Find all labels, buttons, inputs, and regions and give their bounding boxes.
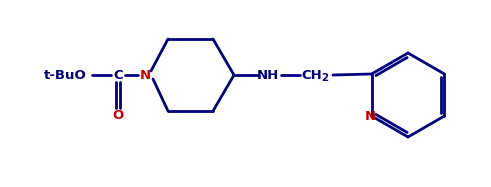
Text: C: C [113,68,123,82]
Text: NH: NH [257,68,279,82]
Text: N: N [139,68,151,82]
Text: O: O [112,108,124,122]
Text: CH: CH [301,68,323,82]
Text: N: N [365,110,376,122]
Text: 2: 2 [322,73,328,82]
Text: t-BuO: t-BuO [44,68,86,82]
